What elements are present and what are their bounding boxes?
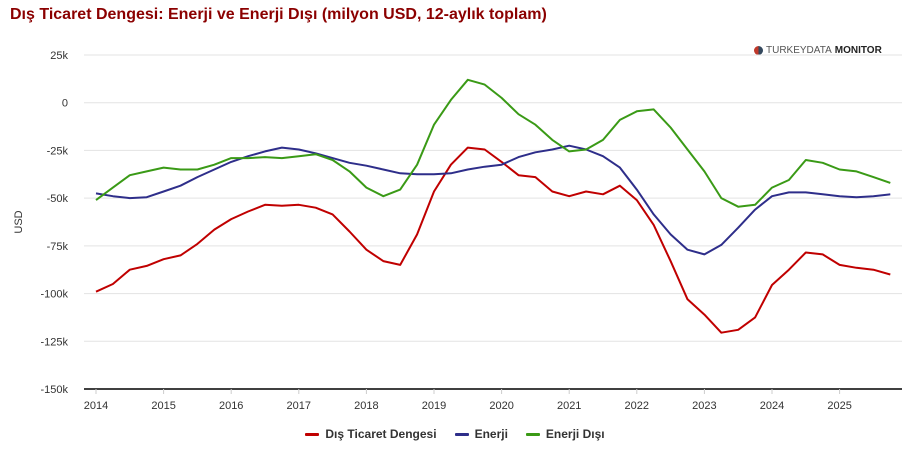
- y-tick-label: 25k: [50, 50, 68, 62]
- legend-label: Enerji Dışı: [545, 427, 605, 441]
- logo-text-bold: MONITOR: [834, 45, 882, 56]
- series-line-1: [95, 146, 891, 334]
- x-tick-label: 2016: [219, 400, 243, 412]
- x-tick-label: 2025: [827, 400, 851, 412]
- x-tick-label: 2022: [625, 400, 649, 412]
- series-line-2: [95, 144, 891, 256]
- legend-item[interactable]: Enerji Dışı: [525, 427, 605, 441]
- legend: Dış Ticaret Dengesi Enerji Enerji Dışı: [0, 427, 910, 441]
- x-tick-label: 2014: [84, 400, 108, 412]
- legend-item[interactable]: Enerji: [454, 427, 508, 441]
- x-tick-label: 2023: [692, 400, 716, 412]
- legend-label: Enerji: [474, 427, 508, 441]
- turkeydatamonitor-logo: TURKEYDATA MONITOR: [754, 45, 882, 56]
- y-tick-label: -50k: [47, 193, 69, 205]
- x-tick-label: 2020: [489, 400, 513, 412]
- chart-title: Dış Ticaret Dengesi: Enerji ve Enerji Dı…: [10, 6, 547, 23]
- logo-text-light: TURKEYDATA: [766, 45, 832, 56]
- x-axis-ticks: 2014 2015 2016 2017 2018 2019 2020 2021 2022 2023…: [84, 389, 852, 412]
- y-tick-label: -150k: [40, 384, 68, 396]
- x-tick-label: 2018: [354, 400, 378, 412]
- y-tick-label: -125k: [40, 336, 68, 348]
- x-tick-label: 2017: [287, 400, 311, 412]
- series-line-3: [95, 78, 891, 208]
- y-axis-ticks: 25k 0 -25k -50k -75k -100k -125k -150k: [40, 50, 68, 396]
- y-tick-label: -25k: [47, 145, 69, 157]
- y-tick-label: -75k: [47, 241, 69, 253]
- x-tick-label: 2024: [760, 400, 784, 412]
- x-tick-label: 2019: [422, 400, 446, 412]
- legend-item[interactable]: Dış Ticaret Dengesi: [305, 427, 437, 441]
- legend-swatch: [454, 432, 469, 436]
- x-tick-label: 2015: [151, 400, 175, 412]
- legend-swatch: [525, 432, 540, 436]
- logo-globe-icon: [754, 46, 763, 55]
- y-tick-label: 0: [62, 98, 68, 110]
- y-axis-label: USD: [13, 210, 25, 233]
- x-tick-label: 2021: [557, 400, 581, 412]
- y-tick-label: -100k: [40, 289, 68, 301]
- legend-swatch: [305, 432, 320, 436]
- legend-label: Dış Ticaret Dengesi: [325, 427, 437, 441]
- grid-lines: [84, 54, 902, 390]
- series-lines: [95, 78, 891, 334]
